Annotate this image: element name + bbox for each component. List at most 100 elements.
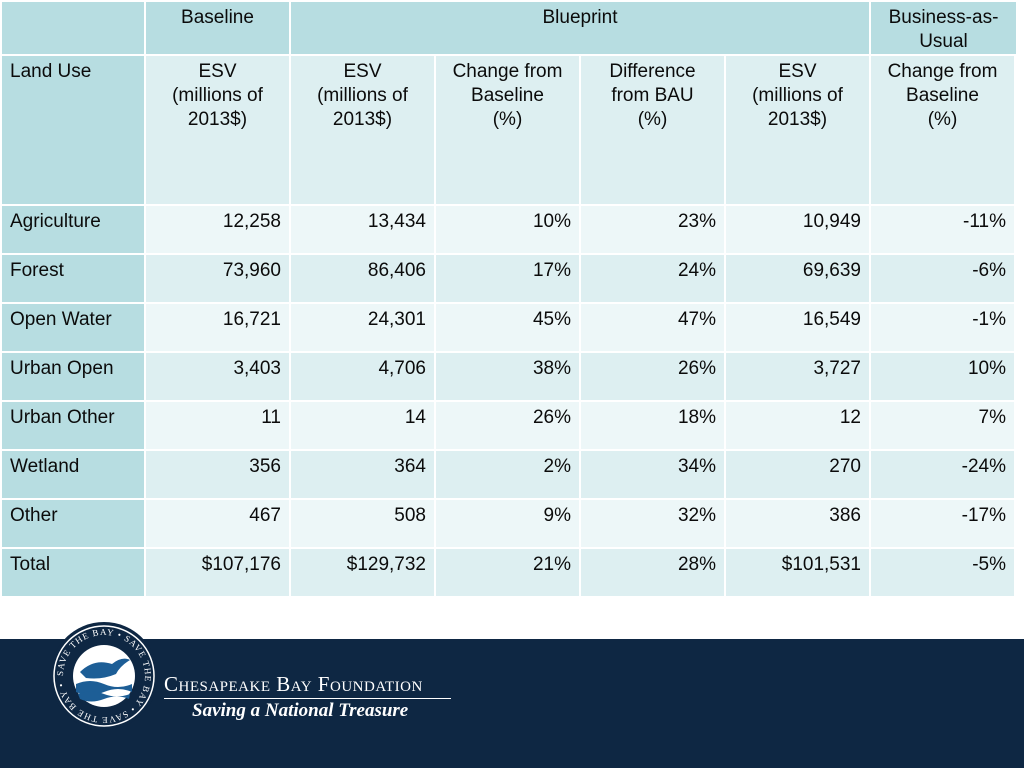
cell-blueprint-diff: 47%	[581, 304, 724, 351]
footer-band	[0, 639, 1024, 768]
table-row: Other 467 508 9% 32% 386 -17%	[2, 500, 1016, 547]
header-line: from BAU	[611, 85, 694, 106]
group-header-baseline: Baseline	[146, 2, 289, 54]
cell-blueprint-esv: 13,434	[291, 206, 434, 253]
header-line: Difference	[609, 61, 696, 82]
cell-blueprint-change: 26%	[436, 402, 579, 449]
table-row: Urban Open 3,403 4,706 38% 26% 3,727 10%	[2, 353, 1016, 400]
cell-bau-change: -11%	[871, 206, 1014, 253]
cell-bau-esv: 16,549	[726, 304, 869, 351]
header-line: 2013$)	[187, 109, 248, 130]
header-line: (millions of	[752, 85, 843, 106]
header-line: (millions of	[317, 85, 408, 106]
table-row: Agriculture 12,258 13,434 10% 23% 10,949…	[2, 206, 1016, 253]
cell-blueprint-diff: 24%	[581, 255, 724, 302]
cell-blueprint-diff: 23%	[581, 206, 724, 253]
row-label: Urban Open	[2, 353, 144, 400]
row-label: Urban Other	[2, 402, 144, 449]
seal-heron-icon	[80, 658, 130, 679]
cell-baseline-esv: 11	[146, 402, 289, 449]
cell-blueprint-esv: $129,732	[291, 549, 434, 596]
column-header-land-use: Land Use	[2, 56, 144, 204]
cell-baseline-esv: 16,721	[146, 304, 289, 351]
table-row: Forest 73,960 86,406 17% 24% 69,639 -6%	[2, 255, 1016, 302]
cell-bau-change: 7%	[871, 402, 1014, 449]
column-header-row: Land Use ESV (millions of 2013$) ESV (mi…	[2, 56, 1016, 204]
header-line: (millions of	[172, 85, 263, 106]
brand-name: Chesapeake Bay Foundation	[164, 672, 423, 696]
cell-baseline-esv: 3,403	[146, 353, 289, 400]
cell-blueprint-diff: 26%	[581, 353, 724, 400]
cell-blueprint-change: 9%	[436, 500, 579, 547]
header-line: ESV	[198, 61, 237, 82]
group-header-row: Baseline Blueprint Business-as-Usual	[2, 2, 1016, 54]
cell-blueprint-esv: 24,301	[291, 304, 434, 351]
cell-blueprint-esv: 4,706	[291, 353, 434, 400]
column-header-bau-esv: ESV (millions of 2013$)	[726, 56, 869, 204]
cell-bau-change: -1%	[871, 304, 1014, 351]
cell-baseline-esv: 12,258	[146, 206, 289, 253]
column-header-baseline-esv: ESV (millions of 2013$)	[146, 56, 289, 204]
column-header-blueprint-diff: Difference from BAU (%)	[581, 56, 724, 204]
cell-blueprint-esv: 14	[291, 402, 434, 449]
seal-wave-icon-2	[78, 691, 130, 702]
foundation-seal-logo: SAVE THE BAY • SAVE THE BAY • SAVE THE B…	[50, 622, 158, 730]
header-line: Baseline	[906, 85, 979, 106]
table-row: Open Water 16,721 24,301 45% 47% 16,549 …	[2, 304, 1016, 351]
cell-blueprint-change: 21%	[436, 549, 579, 596]
row-label: Open Water	[2, 304, 144, 351]
cell-bau-esv: 386	[726, 500, 869, 547]
group-header-bau: Business-as-Usual	[871, 2, 1016, 54]
row-label: Wetland	[2, 451, 144, 498]
column-header-bau-change: Change from Baseline (%)	[871, 56, 1014, 204]
header-line: (%)	[492, 109, 523, 130]
cell-blueprint-change: 10%	[436, 206, 579, 253]
header-line: ESV	[778, 61, 817, 82]
brand-tagline: Saving a National Treasure	[192, 700, 409, 721]
table-row: Urban Other 11 14 26% 18% 12 7%	[2, 402, 1016, 449]
cell-blueprint-diff: 32%	[581, 500, 724, 547]
corner-cell	[2, 2, 144, 54]
header-line: Change from	[887, 61, 998, 82]
cell-bau-change: -24%	[871, 451, 1014, 498]
cell-blueprint-diff: 34%	[581, 451, 724, 498]
cell-blueprint-diff: 28%	[581, 549, 724, 596]
cell-bau-esv: 12	[726, 402, 869, 449]
header-line: (%)	[637, 109, 668, 130]
cell-baseline-esv: 467	[146, 500, 289, 547]
cell-bau-esv: 69,639	[726, 255, 869, 302]
column-header-blueprint-esv: ESV (millions of 2013$)	[291, 56, 434, 204]
cell-blueprint-change: 38%	[436, 353, 579, 400]
cell-bau-esv: 10,949	[726, 206, 869, 253]
cell-blueprint-change: 17%	[436, 255, 579, 302]
cell-blueprint-diff: 18%	[581, 402, 724, 449]
column-header-blueprint-change: Change from Baseline (%)	[436, 56, 579, 204]
row-label: Other	[2, 500, 144, 547]
cell-bau-esv: 270	[726, 451, 869, 498]
header-line: (%)	[927, 109, 958, 130]
cell-bau-change: -5%	[871, 549, 1014, 596]
land-use-esv-table: Baseline Blueprint Business-as-Usual Lan…	[2, 2, 1016, 596]
cell-bau-esv: $101,531	[726, 549, 869, 596]
brand-divider	[164, 698, 451, 699]
group-header-blueprint: Blueprint	[291, 2, 869, 54]
header-line: 2013$)	[332, 109, 393, 130]
cell-baseline-esv: 356	[146, 451, 289, 498]
seal-graphic: SAVE THE BAY • SAVE THE BAY • SAVE THE B…	[53, 625, 155, 727]
cell-blueprint-esv: 508	[291, 500, 434, 547]
row-label: Total	[2, 549, 144, 596]
row-label: Forest	[2, 255, 144, 302]
cell-blueprint-change: 45%	[436, 304, 579, 351]
cell-blueprint-change: 2%	[436, 451, 579, 498]
cell-blueprint-esv: 86,406	[291, 255, 434, 302]
cell-bau-change: -17%	[871, 500, 1014, 547]
cell-baseline-esv: $107,176	[146, 549, 289, 596]
header-line: Change from	[452, 61, 563, 82]
cell-bau-change: -6%	[871, 255, 1014, 302]
seal-wave-icon	[76, 681, 132, 695]
header-line: Baseline	[471, 85, 544, 106]
table-row-total: Total $107,176 $129,732 21% 28% $101,531…	[2, 549, 1016, 596]
table-row: Wetland 356 364 2% 34% 270 -24%	[2, 451, 1016, 498]
header-line: 2013$)	[767, 109, 828, 130]
header-line: ESV	[343, 61, 382, 82]
